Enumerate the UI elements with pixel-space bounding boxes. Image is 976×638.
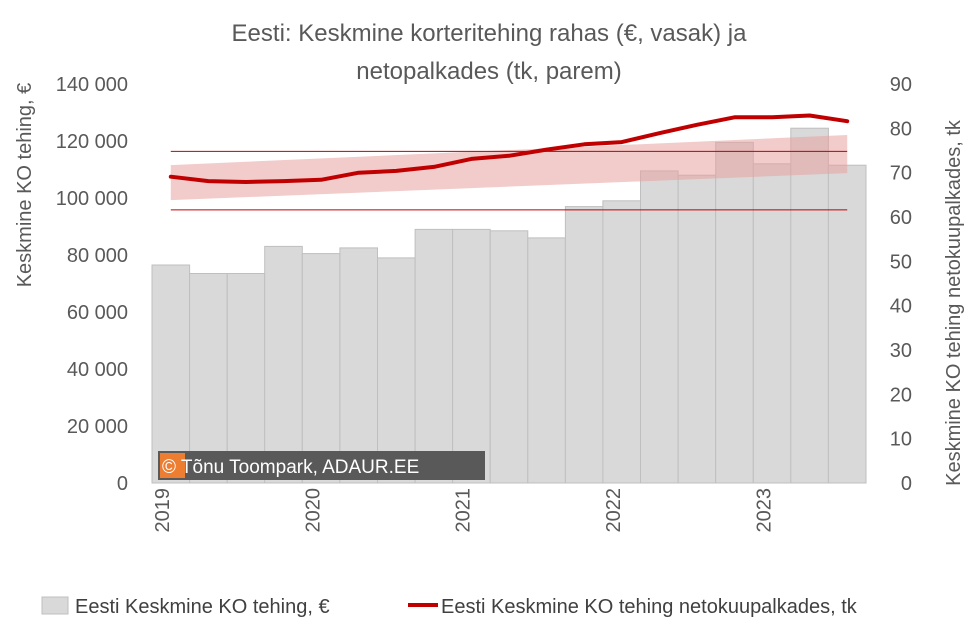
right-axis-title: Keskmine KO tehing netokuupalkades, tk — [943, 119, 965, 486]
left-tick-label: 60 000 — [67, 302, 128, 324]
watermark-text: © Tõnu Toompark, ADAUR.EE — [162, 457, 419, 478]
bar — [189, 273, 228, 484]
bar-series — [151, 127, 867, 484]
chart-title-line-2: netopalkades (tk, parem) — [356, 58, 621, 85]
bar — [414, 228, 454, 484]
left-tick-label: 20 000 — [67, 416, 128, 438]
chart-title-line-1: Eesti: Keskmine korteritehing rahas (€, … — [232, 20, 748, 47]
right-tick-label: 60 — [890, 207, 912, 229]
bar — [752, 163, 792, 484]
watermark-background — [158, 451, 485, 480]
legend: Eesti Keskmine KO tehing, € Eesti Keskmi… — [41, 596, 858, 618]
right-tick-label: 30 — [890, 340, 912, 362]
x-tick-label: 2023 — [753, 488, 775, 533]
bar — [827, 164, 867, 484]
left-axis-title: Keskmine KO tehing, € — [14, 83, 36, 288]
bar — [602, 200, 642, 484]
left-axis-ticks: 0 20 000 40 000 60 000 80 000 100 000 120 000 1… — [56, 74, 128, 495]
reference-lines — [170, 150, 848, 211]
bar — [677, 174, 717, 484]
bar — [339, 247, 378, 484]
bar — [452, 228, 491, 484]
right-axis-ticks: 0 10 20 30 40 50 60 70 80 90 — [890, 74, 912, 495]
bar — [640, 170, 679, 484]
bar — [377, 257, 416, 484]
x-tick-label: 2022 — [603, 488, 625, 533]
x-tick-label: 2021 — [453, 488, 475, 533]
bar — [715, 141, 754, 484]
right-tick-label: 80 — [890, 118, 912, 140]
right-tick-label: 20 — [890, 384, 912, 406]
bar — [151, 264, 191, 484]
bar — [301, 253, 341, 484]
right-tick-label: 40 — [890, 296, 912, 318]
bar — [564, 206, 604, 484]
line-series — [168, 113, 850, 184]
x-tick-label: 2020 — [302, 488, 324, 533]
left-tick-label: 120 000 — [56, 131, 128, 153]
right-tick-label: 90 — [890, 74, 912, 96]
bar — [226, 273, 266, 484]
bar — [790, 127, 829, 484]
watermark: © Tõnu Toompark, ADAUR.EE — [158, 451, 485, 480]
bar — [264, 245, 303, 484]
right-tick-label: 50 — [890, 251, 912, 273]
legend-entry-bar: Eesti Keskmine KO tehing, € — [75, 596, 330, 618]
left-tick-label: 0 — [117, 473, 128, 495]
watermark-badge — [160, 453, 185, 478]
left-tick-label: 140 000 — [56, 74, 128, 96]
left-tick-label: 40 000 — [67, 359, 128, 381]
right-tick-label: 0 — [901, 473, 912, 495]
series-line — [168, 113, 850, 184]
left-tick-label: 100 000 — [56, 188, 128, 210]
left-tick-label: 80 000 — [67, 245, 128, 267]
legend-entry-line: Eesti Keskmine KO tehing netokuupalkades… — [441, 596, 858, 618]
right-tick-label: 70 — [890, 163, 912, 185]
bar — [489, 230, 529, 484]
x-tick-label: 2019 — [152, 488, 174, 533]
x-axis-ticks: 2019 2020 2021 2022 2023 — [152, 488, 775, 533]
right-tick-label: 10 — [890, 429, 912, 451]
legend-swatch-bar — [41, 596, 69, 615]
bar — [527, 237, 566, 484]
